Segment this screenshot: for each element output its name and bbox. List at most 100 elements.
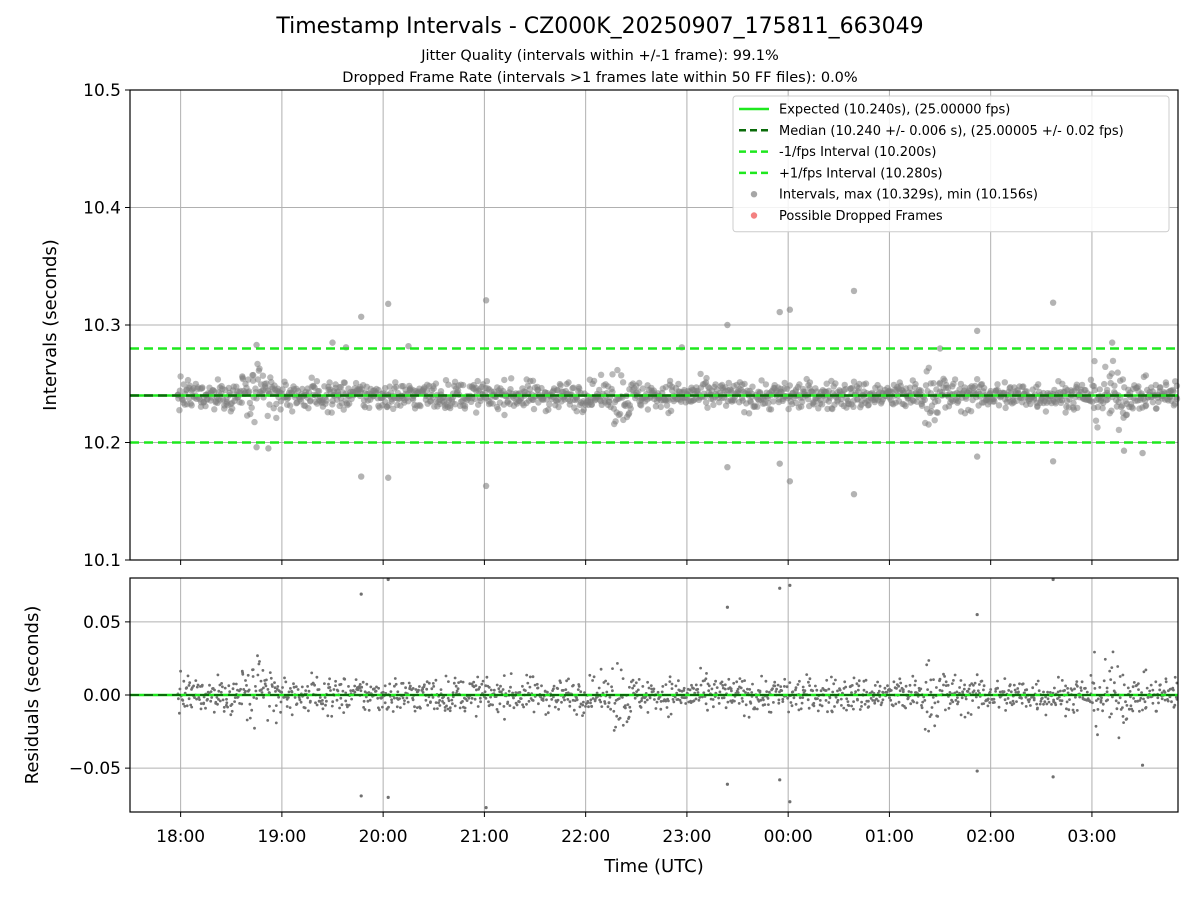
residual-point [631, 678, 635, 682]
residual-point [816, 697, 819, 700]
residual-outlier-point [725, 605, 730, 609]
residual-point [789, 701, 793, 704]
residual-point [590, 705, 594, 708]
residual-point [1096, 733, 1099, 737]
residual-point [1118, 675, 1122, 678]
residual-point [838, 688, 842, 692]
residual-outlier-point [778, 778, 782, 782]
residual-point [811, 689, 815, 693]
residuals-y-tick-label: −0.05 [69, 759, 121, 779]
residual-point [559, 681, 562, 684]
residuals-y-ticks: −0.05 0.00 0.05 [69, 613, 130, 779]
residual-point [667, 699, 670, 703]
residual-point [1103, 657, 1107, 661]
residual-point [655, 700, 659, 704]
interval-point [934, 409, 941, 416]
residual-point [1038, 702, 1042, 706]
residual-point [805, 673, 809, 676]
residual-point [1159, 683, 1162, 687]
residual-point [925, 663, 929, 667]
residual-point [737, 702, 741, 705]
residual-point [1071, 708, 1075, 712]
residual-point [688, 688, 692, 692]
residual-point [234, 682, 238, 686]
residual-point [1060, 679, 1064, 682]
residual-point [921, 700, 925, 704]
intervals-y-tick-label: 10.3 [83, 316, 121, 336]
residual-point [489, 688, 493, 692]
residual-point [699, 666, 702, 670]
interval-point [315, 387, 323, 395]
residual-point [1131, 709, 1135, 713]
residual-point [1105, 690, 1109, 694]
interval-point [934, 397, 942, 405]
residual-point [198, 698, 201, 701]
residual-point [1110, 666, 1114, 669]
residual-point [616, 662, 619, 665]
residual-point [443, 709, 447, 712]
residual-point [818, 699, 822, 702]
residual-point [461, 700, 464, 703]
residual-point [1064, 684, 1067, 688]
interval-outlier-point [776, 308, 783, 316]
residual-point [489, 695, 492, 699]
residual-point [229, 713, 233, 717]
interval-point [741, 380, 748, 388]
residual-point [668, 675, 672, 679]
residual-point [413, 709, 417, 713]
residual-point [953, 673, 957, 677]
residual-point [1073, 687, 1076, 691]
residual-point [894, 702, 898, 706]
residual-point [1075, 680, 1079, 683]
residual-point [592, 675, 596, 679]
residual-point [1108, 669, 1112, 673]
residual-point [932, 678, 935, 681]
residual-point [857, 684, 861, 688]
residual-point [907, 690, 911, 693]
residual-point [969, 713, 973, 716]
interval-point [1092, 417, 1100, 424]
residual-point [978, 683, 981, 686]
residual-point [365, 682, 369, 686]
residual-point [611, 667, 614, 670]
interval-point [246, 399, 254, 407]
residual-point [1160, 691, 1164, 695]
residual-point [1092, 709, 1096, 712]
interval-point [961, 384, 968, 391]
residual-point [807, 680, 810, 684]
residual-point [1154, 680, 1158, 684]
residual-point [401, 696, 405, 700]
interval-point [865, 401, 872, 408]
residual-point [1074, 695, 1077, 699]
residual-point [824, 689, 828, 692]
residual-point [1124, 700, 1127, 704]
residual-point [773, 680, 777, 684]
residual-point [216, 702, 219, 706]
residual-point [618, 716, 622, 720]
chart-subtitle-jitter: Jitter Quality (intervals within +/-1 fr… [421, 48, 779, 64]
interval-point [745, 410, 753, 417]
residual-point [735, 680, 739, 684]
residual-point [739, 686, 743, 690]
residual-point [832, 682, 836, 686]
residual-point [518, 691, 522, 694]
residual-point [1081, 696, 1085, 699]
residual-point [721, 684, 725, 687]
residual-point [446, 696, 450, 700]
legend-label: -1/fps Interval (10.200s) [779, 145, 936, 160]
residual-point [790, 704, 794, 708]
residual-point [474, 714, 478, 718]
residual-point [827, 687, 831, 691]
residual-point [1085, 690, 1089, 694]
residual-point [948, 702, 952, 705]
residual-point [685, 696, 688, 699]
residual-outlier-point [788, 583, 792, 587]
residual-point [468, 682, 472, 686]
residual-point [1036, 706, 1039, 710]
interval-outlier-point [850, 491, 858, 498]
residual-point [472, 680, 476, 684]
residual-point [294, 685, 298, 689]
residual-point [248, 702, 252, 706]
residual-point [1102, 679, 1106, 683]
